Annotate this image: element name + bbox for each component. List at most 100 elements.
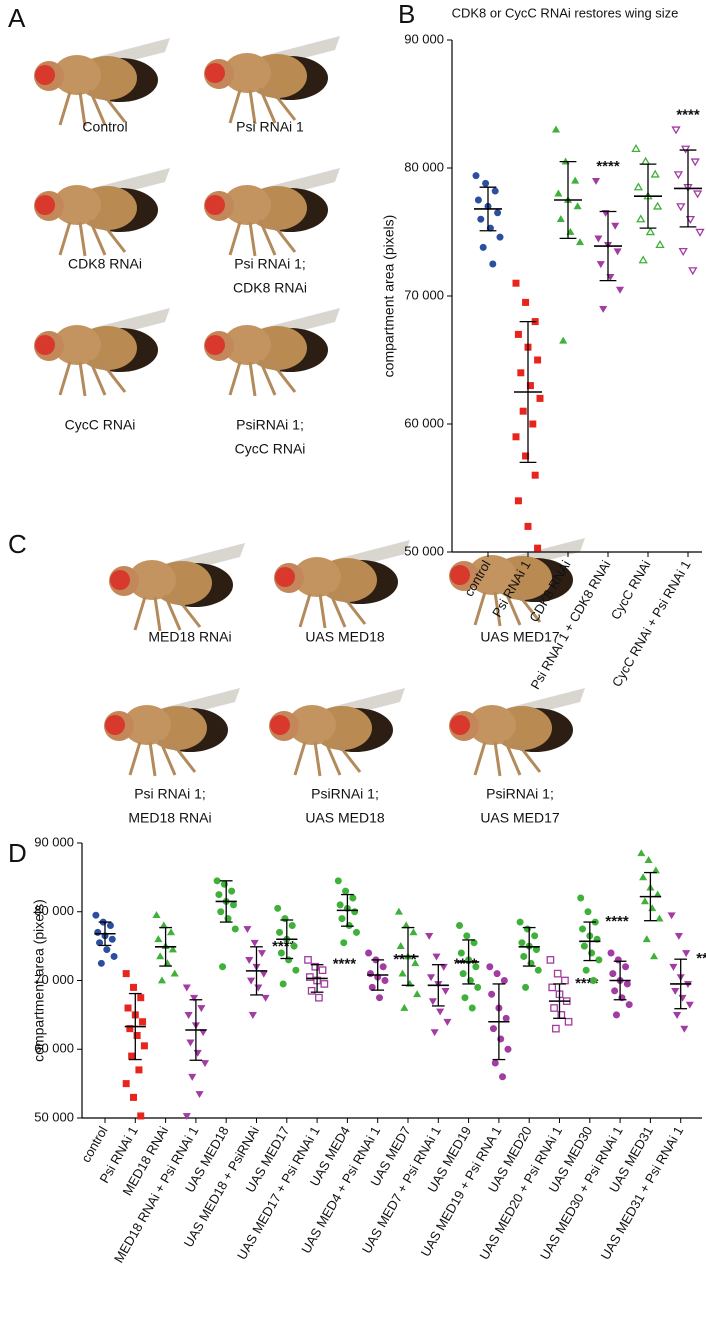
data-point [690, 158, 700, 167]
data-point [685, 1001, 694, 1009]
data-point [595, 956, 603, 964]
data-point [639, 873, 648, 881]
data-point [649, 952, 659, 960]
data-point [257, 950, 266, 958]
data-point [599, 305, 608, 313]
data-point [644, 856, 653, 864]
data-point [139, 1018, 147, 1026]
data-point [673, 171, 684, 180]
data-point [584, 908, 592, 916]
data-point [655, 914, 664, 922]
data-point [591, 177, 601, 185]
data-point [524, 522, 532, 530]
y-tick-label: 80 000 [404, 159, 444, 174]
y-axis-label: compartment area (pixels) [31, 899, 47, 1062]
data-point [489, 260, 497, 268]
data-point [645, 227, 656, 236]
data-point [556, 215, 565, 223]
significance-label: **** [696, 950, 706, 967]
data-point [129, 1093, 137, 1101]
data-point [122, 1080, 130, 1088]
data-point [514, 497, 522, 505]
data-point [631, 143, 641, 153]
data-point [667, 912, 676, 920]
significance-label: **** [605, 913, 629, 930]
fly-photo [202, 166, 342, 258]
data-point [274, 904, 282, 912]
data-point [652, 201, 663, 210]
y-tick-label: 70 000 [404, 287, 444, 302]
data-point [137, 994, 145, 1002]
data-point [640, 156, 651, 165]
data-point [695, 228, 705, 237]
data-point [596, 261, 605, 269]
photo-caption: Psi RNAi 1 [236, 119, 304, 135]
data-point [534, 544, 542, 552]
data-point [493, 970, 501, 978]
data-point [504, 1045, 512, 1053]
data-point [243, 926, 252, 934]
data-point [276, 928, 284, 936]
data-point [612, 1011, 620, 1019]
data-point [320, 980, 329, 988]
data-point [680, 1025, 689, 1033]
data-point [550, 1004, 558, 1012]
fly-photo [267, 686, 407, 778]
data-point [472, 963, 480, 971]
data-point [589, 976, 597, 984]
data-point [334, 877, 342, 885]
data-point [468, 1004, 476, 1012]
significance-label: **** [596, 158, 620, 175]
data-point [673, 1012, 682, 1019]
data-point [140, 1042, 148, 1050]
data-point [609, 970, 617, 978]
data-point [94, 928, 102, 936]
data-point [409, 928, 418, 936]
data-point [398, 969, 407, 977]
data-point [349, 894, 357, 902]
data-point [133, 1032, 141, 1040]
data-point [526, 382, 534, 390]
data-point [559, 336, 568, 344]
data-point [340, 939, 348, 947]
data-point [633, 182, 644, 191]
data-point [531, 471, 539, 479]
data-point [551, 125, 561, 133]
y-tick-label: 90 000 [404, 31, 444, 46]
data-point [195, 1091, 204, 1099]
data-point [170, 969, 179, 977]
data-point [168, 945, 177, 953]
data-point [564, 1017, 573, 1026]
data-point [124, 1004, 132, 1012]
data-point [106, 921, 114, 929]
fly-photo [32, 36, 172, 128]
photo-caption: CycC RNAi [65, 417, 136, 433]
data-point [489, 1025, 497, 1033]
data-point [479, 243, 487, 251]
data-point [577, 894, 585, 902]
data-point [110, 952, 118, 960]
data-point [430, 1029, 439, 1037]
data-point [459, 970, 467, 978]
y-tick-label: 80 000 [34, 903, 74, 918]
significance-label: **** [393, 951, 417, 968]
data-point [315, 993, 323, 1002]
data-point [137, 1112, 145, 1120]
y-tick-label: 50 000 [34, 1109, 74, 1124]
photo-caption: Psi RNAi 1; [234, 256, 306, 272]
data-point [396, 942, 405, 949]
data-point [674, 932, 683, 940]
data-point [676, 203, 686, 212]
data-point [682, 950, 691, 958]
data-point [692, 190, 703, 199]
data-point [607, 949, 615, 957]
data-point [561, 976, 569, 985]
data-point [500, 976, 508, 984]
data-point [307, 986, 316, 995]
data-point [213, 877, 221, 885]
photo-caption: UAS MED17 [480, 810, 560, 826]
data-point [680, 145, 691, 154]
data-point [457, 949, 465, 957]
data-point [573, 202, 582, 210]
data-point [622, 963, 630, 971]
